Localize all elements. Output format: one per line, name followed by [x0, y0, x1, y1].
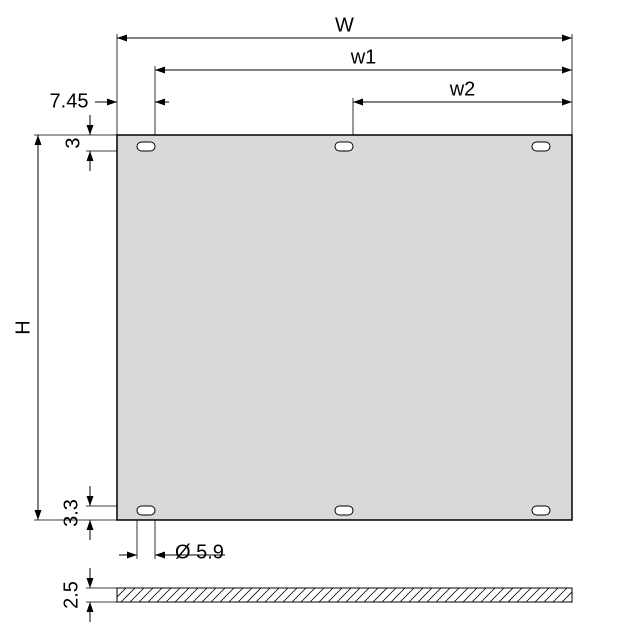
- section-layer: [103, 588, 594, 602]
- plate-layer: [117, 135, 572, 520]
- dim-label-3-3: 3.3: [60, 499, 82, 527]
- dimension-arrow: [87, 151, 94, 161]
- drawing-svg: Ww1 w2 7.45 Ø 5.9 H 3 3.3 2.5: [0, 0, 640, 640]
- dim-label-w2: w2: [449, 78, 476, 100]
- dim-label-H: H: [12, 320, 34, 334]
- dimension-arrow: [155, 67, 165, 74]
- dim-label-3: 3: [62, 137, 84, 148]
- dimension-arrow: [117, 35, 127, 42]
- mounting-slot: [335, 506, 353, 515]
- dimension-arrow: [87, 496, 94, 506]
- mounting-slot: [335, 142, 353, 151]
- drawing-stage: Ww1 w2 7.45 Ø 5.9 H 3 3.3 2.5: [0, 0, 640, 640]
- mounting-slot: [532, 506, 550, 515]
- mounting-slot: [137, 506, 155, 515]
- dimension-arrow: [562, 99, 572, 106]
- dimension-arrow: [87, 125, 94, 135]
- dimension-arrow: [155, 99, 165, 106]
- dimension-arrow: [562, 67, 572, 74]
- dim-label-diameter: Ø 5.9: [175, 541, 224, 563]
- mounting-slot: [137, 142, 155, 151]
- front-plate: [117, 135, 572, 520]
- dim-label-7-45: 7.45: [50, 90, 89, 112]
- dimension-arrow: [87, 578, 94, 588]
- dim-label-w1: w1: [350, 46, 377, 68]
- mounting-slot: [532, 142, 550, 151]
- dimension-arrow: [87, 602, 94, 612]
- dimension-arrow: [562, 35, 572, 42]
- dimension-arrow: [35, 510, 42, 520]
- dimension-arrow: [35, 135, 42, 145]
- dimension-arrow: [107, 99, 117, 106]
- dimension-arrow: [155, 552, 165, 559]
- dim-label-W: W: [335, 14, 354, 36]
- dimension-arrow: [353, 99, 363, 106]
- dimension-arrow: [87, 520, 94, 530]
- dim-label-2-5: 2.5: [60, 581, 82, 609]
- dimension-arrow: [127, 552, 137, 559]
